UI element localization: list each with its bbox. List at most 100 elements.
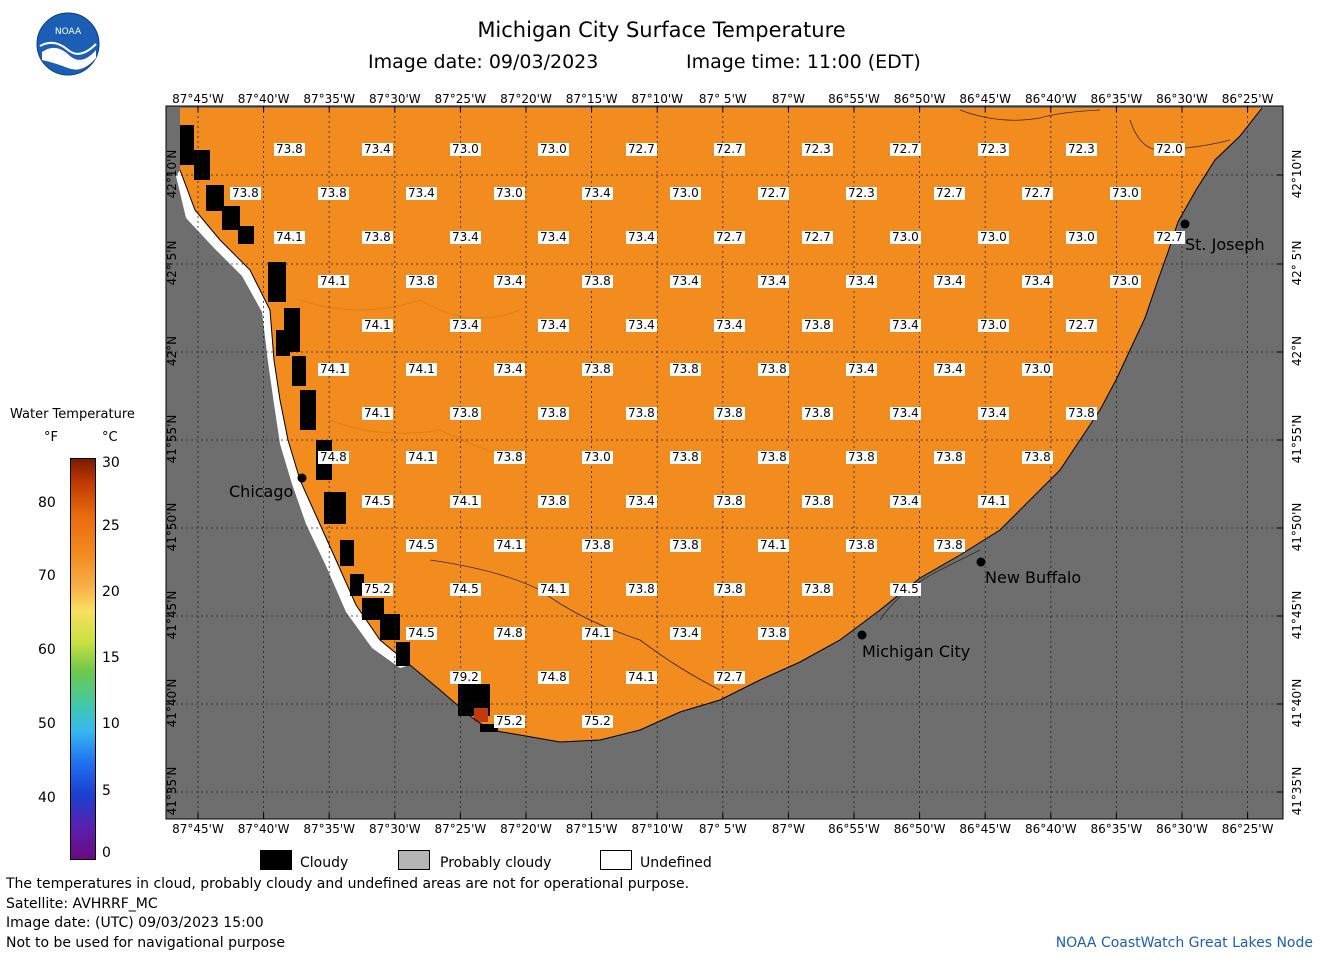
hot-pixel — [474, 708, 488, 722]
temperature-label: 73.8 — [802, 582, 833, 596]
temperature-label: 73.8 — [538, 494, 569, 508]
longitude-label: 87°45'W — [172, 822, 224, 836]
temperature-label: 72.7 — [890, 142, 921, 156]
legend-f-tick: 40 — [38, 790, 56, 806]
longitude-label: 86°45'W — [959, 822, 1012, 836]
temperature-label: 73.4 — [890, 494, 921, 508]
latitude-label: 42°N — [1290, 335, 1304, 367]
temperature-label: 73.4 — [846, 274, 877, 288]
temperature-label: 73.8 — [670, 450, 701, 464]
temperature-label: 73.8 — [626, 582, 657, 596]
temperature-label: 73.8 — [1066, 406, 1097, 420]
latitude-label: 42°10'N — [1290, 149, 1304, 199]
temperature-label: 74.5 — [406, 538, 437, 552]
temperature-label: 74.1 — [978, 494, 1009, 508]
temperature-label: 73.8 — [758, 626, 789, 640]
temperature-label: 74.1 — [318, 274, 349, 288]
temperature-label: 74.5 — [890, 582, 921, 596]
longitude-label: 87°35'W — [303, 822, 356, 836]
temperature-label: 73.8 — [582, 274, 613, 288]
temperature-label: 74.1 — [758, 538, 789, 552]
temperature-label: 73.8 — [494, 450, 525, 464]
temperature-label: 74.1 — [494, 538, 525, 552]
temperature-label: 73.8 — [1022, 450, 1053, 464]
temperature-label: 72.7 — [1022, 186, 1053, 200]
temperature-label: 73.0 — [670, 186, 701, 200]
legend-c-tick: 20 — [102, 584, 120, 600]
temperature-label: 73.8 — [230, 186, 261, 200]
latitude-label: 41°50'N — [1290, 502, 1304, 552]
temperature-label: 73.4 — [494, 274, 525, 288]
undefined-area — [176, 170, 410, 668]
logo-text: NOAA — [55, 27, 82, 37]
temperature-label: 79.2 — [450, 670, 481, 684]
temperature-colorbar — [70, 458, 96, 860]
longitude-label: 87°20'W — [500, 92, 552, 106]
temperature-label: 73.8 — [934, 538, 965, 552]
temperature-label: 73.0 — [538, 142, 569, 156]
footer-utc-date: Image date: (UTC) 09/03/2023 15:00 — [6, 915, 264, 931]
longitude-label: 87°25'W — [434, 822, 487, 836]
temperature-label: 73.8 — [758, 450, 789, 464]
temperature-label: 73.4 — [934, 362, 965, 376]
temperature-label: 74.5 — [362, 494, 393, 508]
temperature-label: 74.1 — [582, 626, 613, 640]
water-texture — [299, 299, 521, 319]
city-marker-st-joseph — [1180, 219, 1190, 229]
temperature-label: 72.7 — [714, 230, 745, 244]
depth-contour — [879, 549, 981, 621]
longitude-label: 86°50'W — [893, 92, 946, 106]
temperature-label: 73.8 — [846, 450, 877, 464]
latitude-label: 41°35'N — [1290, 766, 1304, 816]
temperature-label: 73.4 — [934, 274, 965, 288]
undefined-label: Undefined — [640, 855, 712, 871]
temperature-label: 73.0 — [1110, 186, 1141, 200]
longitude-label: 87° 5'W — [698, 92, 747, 106]
footer-navigation-warning: Not to be used for navigational purpose — [6, 935, 285, 951]
temperature-label: 73.4 — [890, 318, 921, 332]
longitude-label: 87°10'W — [631, 822, 684, 836]
legend-f-tick: 70 — [38, 568, 56, 584]
legend-f-tick: 80 — [38, 495, 56, 511]
legend-c-tick: 10 — [102, 716, 120, 732]
image-date: Image date: 09/03/2023 — [368, 51, 599, 73]
latitude-label: 42° 5'N — [165, 240, 179, 286]
footer-satellite: Satellite: AVHRRF_MC — [6, 896, 158, 912]
temperature-label: 74.1 — [362, 406, 393, 420]
temperature-label: 74.5 — [406, 626, 437, 640]
probably-cloudy-label: Probably cloudy — [440, 855, 552, 871]
temperature-label: 73.4 — [978, 406, 1009, 420]
longitude-label: 86°30'W — [1156, 92, 1208, 106]
footer-credit[interactable]: NOAA CoastWatch Great Lakes Node — [1055, 935, 1313, 951]
temperature-label: 73.4 — [758, 274, 789, 288]
latitude-label: 42° 5'N — [1290, 240, 1304, 286]
latitude-label: 41°55'N — [1290, 414, 1304, 464]
longitude-label: 86°55'W — [828, 822, 880, 836]
temperature-label: 72.7 — [714, 142, 745, 156]
legend-c-tick: 30 — [102, 455, 120, 471]
longitude-label: 87°W — [771, 822, 805, 836]
temperature-label: 74.1 — [406, 362, 437, 376]
city-label-chicago: Chicago — [229, 482, 294, 501]
temperature-label: 74.8 — [538, 670, 569, 684]
longitude-label: 87°30'W — [368, 92, 421, 106]
temperature-label: 73.8 — [626, 406, 657, 420]
temperature-label: 73.4 — [1022, 274, 1053, 288]
longitude-label: 86°55'W — [828, 92, 880, 106]
longitude-label: 87°15'W — [565, 92, 618, 106]
temperature-label: 72.7 — [802, 230, 833, 244]
legend-unit-c: °C — [102, 430, 118, 445]
temperature-label: 74.1 — [626, 670, 657, 684]
longitude-label: 86°40'W — [1024, 92, 1077, 106]
temperature-label: 73.4 — [582, 186, 613, 200]
temperature-label: 72.7 — [934, 186, 965, 200]
depth-contour — [959, 109, 1101, 121]
temperature-label: 74.8 — [318, 450, 349, 464]
longitude-label: 86°25'W — [1221, 822, 1274, 836]
longitude-label: 87°W — [771, 92, 805, 106]
legend-c-tick: 25 — [102, 518, 120, 534]
temperature-label: 75.2 — [362, 582, 393, 596]
city-label-michigan-city: Michigan City — [862, 642, 971, 661]
temperature-label: 73.8 — [670, 362, 701, 376]
temperature-label: 73.4 — [450, 318, 481, 332]
